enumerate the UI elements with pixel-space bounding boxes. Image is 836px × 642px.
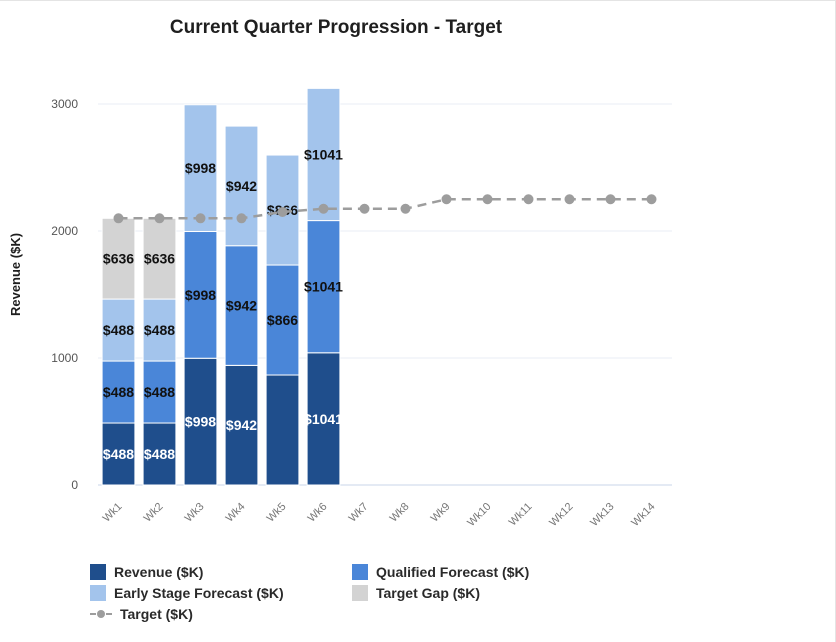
x-tick-label: Wk7 [347,501,371,525]
legend-swatch [90,564,106,580]
y-axis-title: Revenue ($K) [8,233,23,316]
legend-line-marker-icon [90,606,112,622]
bar-segment [224,245,259,366]
y-tick-label: 0 [71,478,78,492]
x-tick-label: Wk3 [183,501,207,525]
target-point [236,213,247,224]
legend-swatch [352,585,368,601]
target-point [646,194,657,205]
bar-segment [101,360,136,424]
legend-label: Target ($K) [120,606,193,622]
target-point [523,194,534,205]
bar-segment [101,298,136,362]
bar-segment [142,298,177,362]
target-point [113,213,124,224]
legend-label: Target Gap ($K) [376,585,480,601]
bar-segment [183,104,218,233]
legend-label: Revenue ($K) [114,564,204,580]
x-tick-label: Wk4 [224,501,248,525]
bar-value-label: $866 [267,312,298,328]
bar-segment [265,264,300,376]
target-point [400,203,411,214]
x-tick-label: Wk6 [306,501,330,525]
target-point [564,194,575,205]
target-point [195,213,206,224]
bar-value-label: $942 [226,178,257,194]
bar-value-label: $488 [103,384,134,400]
x-tick-label: Wk12 [547,501,575,529]
x-tick-label: Wk11 [507,501,535,529]
bar-value-label: $998 [185,414,216,430]
x-tick-label: Wk10 [465,501,493,529]
legend-label: Early Stage Forecast ($K) [114,585,284,601]
bar-value-label: $1041 [304,146,343,162]
chart-title: Current Quarter Progression - Target [169,17,503,38]
bar-segment [306,352,341,486]
bar-value-label: $488 [144,322,175,338]
bar-value-label: $488 [103,446,134,462]
bar-value-label: $488 [144,446,175,462]
bar-value-label: $1041 [304,411,343,427]
legend-item[interactable]: Revenue ($K) [90,564,203,580]
bar-value-label: $998 [185,287,216,303]
legend-item[interactable]: Early Stage Forecast ($K) [90,585,284,601]
x-tick-label: Wk1 [101,501,125,525]
x-tick-label: Wk2 [142,501,166,525]
target-point [277,206,288,217]
legend-swatch [90,585,106,601]
bar-value-label: $942 [226,298,257,314]
y-tick-label: 2000 [51,224,78,238]
bar-segment [306,220,341,354]
bar-segment [142,360,177,424]
bar-value-label: $998 [185,160,216,176]
y-tick-label: 1000 [51,351,78,365]
bar-value-label: $1041 [304,279,343,295]
legend-swatch [352,564,368,580]
bar-segment [224,125,259,247]
bar-value-label: $488 [103,322,134,338]
x-tick-label: Wk9 [429,501,453,525]
bar-segment [265,374,300,486]
bar-segment [142,217,177,300]
bar-segment [306,87,341,222]
bar-segment [183,231,218,359]
legend-label: Qualified Forecast ($K) [376,564,530,580]
x-tick-label: Wk8 [388,501,412,525]
bar-segment [101,217,136,300]
target-point [482,194,493,205]
bar-value-label: $636 [144,251,175,267]
legend-item[interactable]: Qualified Forecast ($K) [352,564,529,580]
target-point [154,213,165,224]
x-tick-label: Wk13 [588,501,616,529]
bar-segment [183,357,218,486]
bar-value-label: $488 [144,384,175,400]
x-tick-label: Wk5 [265,501,289,525]
target-point [318,203,329,214]
chart-plot: 0 1000 2000 3000 Revenue ($K) Wk1 Wk2 Wk3 Wk4 Wk5… [8,87,672,529]
x-tick-label: Wk14 [629,501,657,529]
bar-segment [224,364,259,486]
legend-item[interactable]: Target ($K) [90,606,193,622]
y-tick-label: 3000 [51,97,78,111]
target-point [441,194,452,205]
target-point [605,194,616,205]
bar-value-label: $636 [103,251,134,267]
target-point [359,203,370,214]
bar-segment [101,422,136,486]
bar-value-label: $942 [226,417,257,433]
legend-item[interactable]: Target Gap ($K) [352,585,480,601]
